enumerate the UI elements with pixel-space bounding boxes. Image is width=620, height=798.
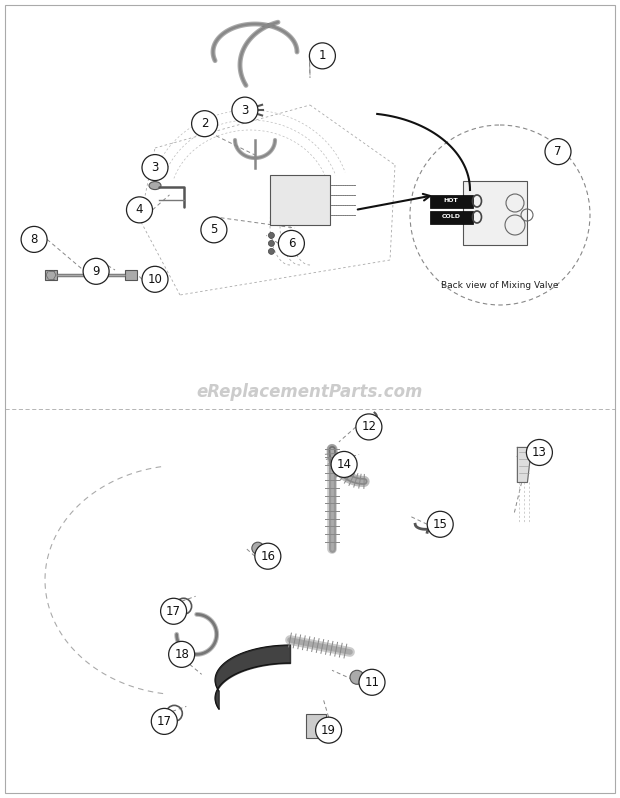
Circle shape bbox=[410, 125, 590, 305]
Text: 10: 10 bbox=[148, 273, 162, 286]
Text: 13: 13 bbox=[532, 446, 547, 459]
Circle shape bbox=[161, 598, 187, 624]
Text: 15: 15 bbox=[433, 518, 448, 531]
FancyBboxPatch shape bbox=[430, 195, 472, 207]
Bar bbox=[125, 270, 137, 280]
Text: Back view of Mixing Valve: Back view of Mixing Valve bbox=[441, 281, 559, 290]
Text: 6: 6 bbox=[288, 237, 295, 250]
Circle shape bbox=[126, 197, 153, 223]
Circle shape bbox=[526, 440, 552, 465]
Text: 3: 3 bbox=[151, 161, 159, 174]
FancyBboxPatch shape bbox=[306, 714, 326, 738]
Circle shape bbox=[192, 111, 218, 136]
Circle shape bbox=[142, 155, 168, 180]
Text: 7: 7 bbox=[554, 145, 562, 158]
Text: 14: 14 bbox=[337, 458, 352, 471]
Circle shape bbox=[268, 240, 275, 247]
Bar bbox=[45, 270, 57, 280]
Circle shape bbox=[142, 267, 168, 292]
Text: COLD: COLD bbox=[441, 215, 461, 219]
Circle shape bbox=[238, 103, 252, 117]
Circle shape bbox=[427, 512, 453, 537]
Bar bbox=[463, 181, 527, 245]
Bar bbox=[270, 175, 330, 225]
Circle shape bbox=[331, 452, 357, 477]
Text: 9: 9 bbox=[92, 265, 100, 278]
Circle shape bbox=[255, 543, 281, 569]
Circle shape bbox=[350, 670, 364, 685]
Circle shape bbox=[309, 43, 335, 69]
Text: HOT: HOT bbox=[444, 199, 458, 203]
Circle shape bbox=[201, 217, 227, 243]
Text: 11: 11 bbox=[365, 676, 379, 689]
Text: 4: 4 bbox=[136, 203, 143, 216]
Circle shape bbox=[21, 227, 47, 252]
Text: 19: 19 bbox=[321, 724, 336, 737]
Text: 5: 5 bbox=[210, 223, 218, 236]
Circle shape bbox=[359, 670, 385, 695]
Circle shape bbox=[268, 248, 275, 255]
Text: 2: 2 bbox=[201, 117, 208, 130]
Circle shape bbox=[169, 642, 195, 667]
Ellipse shape bbox=[149, 182, 161, 190]
Circle shape bbox=[545, 139, 571, 164]
Text: 17: 17 bbox=[157, 715, 172, 728]
Circle shape bbox=[232, 97, 258, 123]
Text: 3: 3 bbox=[241, 104, 249, 117]
Text: eReplacementParts.com: eReplacementParts.com bbox=[197, 383, 423, 401]
Text: 16: 16 bbox=[260, 550, 275, 563]
Text: 18: 18 bbox=[174, 648, 189, 661]
Circle shape bbox=[278, 231, 304, 256]
Circle shape bbox=[268, 232, 275, 239]
Text: 17: 17 bbox=[166, 605, 181, 618]
Circle shape bbox=[356, 414, 382, 440]
Text: 8: 8 bbox=[30, 233, 38, 246]
Circle shape bbox=[316, 717, 342, 743]
Text: 12: 12 bbox=[361, 421, 376, 433]
Polygon shape bbox=[518, 448, 531, 483]
Text: 1: 1 bbox=[319, 49, 326, 62]
Circle shape bbox=[252, 542, 264, 554]
FancyBboxPatch shape bbox=[430, 211, 472, 223]
Circle shape bbox=[83, 259, 109, 284]
Circle shape bbox=[151, 709, 177, 734]
